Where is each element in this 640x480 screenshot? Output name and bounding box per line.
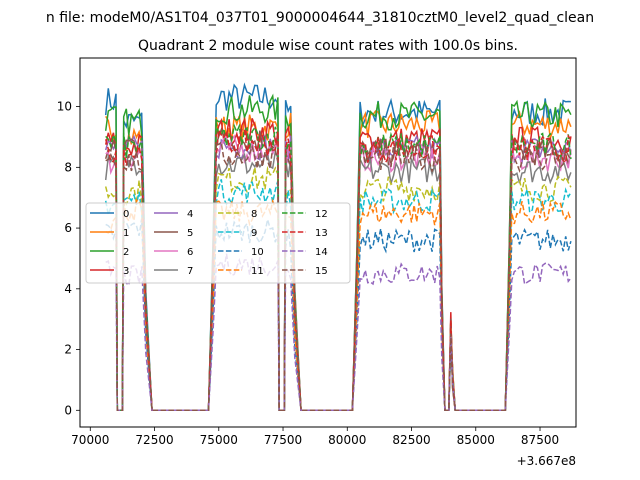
legend-label: 10 (251, 247, 264, 258)
legend-label: 9 (251, 228, 257, 239)
y-tick-label: 4 (64, 282, 72, 296)
x-tick-label: 85000 (457, 433, 495, 447)
series-line-15 (105, 140, 572, 412)
legend-label: 12 (315, 209, 328, 220)
legend-label: 7 (187, 266, 193, 277)
legend-entry-8: 8 (218, 209, 257, 220)
x-offset-label: +3.667e8 (517, 454, 576, 468)
x-tick-label: 70000 (71, 433, 109, 447)
y-tick-label: 10 (57, 100, 72, 114)
legend-entry-12: 12 (282, 209, 328, 220)
chart-title: Quadrant 2 module wise count rates with … (138, 38, 518, 54)
legend-label: 2 (123, 247, 129, 258)
x-tick-label: 72500 (135, 433, 173, 447)
legend-label: 3 (123, 266, 129, 277)
x-tick-label: 80000 (328, 433, 366, 447)
y-tick-label: 0 (64, 403, 72, 417)
legend-label: 14 (315, 247, 328, 258)
legend-label: 15 (315, 266, 328, 277)
x-tick-label: 82500 (392, 433, 430, 447)
legend-label: 4 (187, 209, 193, 220)
legend-label: 1 (123, 228, 129, 239)
legend-entry-9: 9 (218, 228, 257, 239)
legend-entry-2: 2 (90, 247, 129, 258)
legend-entry-0: 0 (90, 209, 129, 220)
legend-entry-7: 7 (154, 266, 193, 277)
x-tick-label: 75000 (200, 433, 238, 447)
legend-entry-13: 13 (282, 228, 328, 239)
y-tick-label: 6 (64, 221, 72, 235)
legend-label: 6 (187, 247, 193, 258)
series-line-11 (105, 198, 572, 412)
legend-entry-3: 3 (90, 266, 129, 277)
x-tick-label: 87500 (521, 433, 559, 447)
figure-suptitle: n file: modeM0/AS1T04_037T01_9000004644_… (46, 10, 594, 26)
series-line-14 (105, 253, 572, 412)
legend-label: 11 (251, 266, 264, 277)
plot-frame (79, 57, 577, 428)
legend-label: 0 (123, 209, 129, 220)
legend-entry-5: 5 (154, 228, 193, 239)
legend-entry-15: 15 (282, 266, 328, 277)
legend-entry-6: 6 (154, 247, 193, 258)
legend-entry-1: 1 (90, 228, 129, 239)
legend-box (85, 202, 351, 284)
legend-entry-10: 10 (218, 247, 264, 258)
y-tick-label: 2 (64, 343, 72, 357)
legend-label: 13 (315, 228, 328, 239)
legend-entry-4: 4 (154, 209, 193, 220)
legend-label: 8 (251, 209, 257, 220)
legend-label: 5 (187, 228, 193, 239)
ticks-layer: 70000 72500 75000 77500 80000 82500 85000 87500… (57, 100, 559, 447)
x-tick-label: 77500 (264, 433, 302, 447)
legend-entry-14: 14 (282, 247, 328, 258)
y-tick-label: 8 (64, 160, 72, 174)
legend-entry-11: 11 (218, 266, 264, 277)
